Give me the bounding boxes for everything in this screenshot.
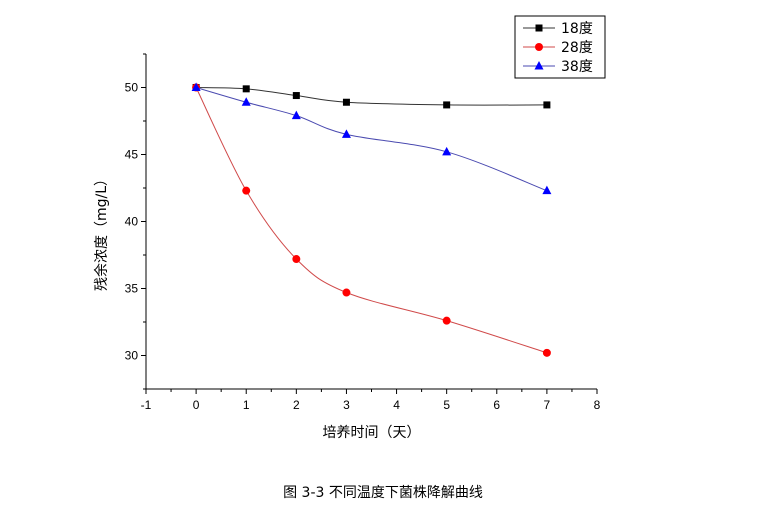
data-point-series-3 [191,82,201,91]
x-tick-label: -1 [141,398,152,412]
data-point-series-3 [442,146,452,156]
x-axis-title: 培养时间（天） [323,425,421,441]
legend-box [514,15,606,79]
data-point-series-3 [542,185,552,195]
data-point-series-1 [242,85,250,93]
data-point-series-3 [291,110,301,120]
legend-label-3: 38度 [561,59,593,75]
legend-marker-1 [535,24,543,32]
legend-label-2: 28度 [561,40,593,56]
data-point-series-3 [241,97,251,106]
x-tick-label: 5 [443,398,450,412]
data-point-series-2 [242,186,251,195]
y-tick-label: 35 [125,282,139,296]
y-tick-label: 45 [125,148,139,162]
y-tick-label: 40 [125,215,139,229]
y-axis-title: 残余浓度（mg/L） [93,172,110,291]
chart: -1 0 1 2 3 4 5 6 7 83035404550培养时间（天）残余浓度（mg/L）18… [93,15,606,441]
x-tick-label: 1 [243,398,250,412]
y-tick-label: 30 [125,349,139,363]
data-point-series-1 [292,92,300,100]
data-point-series-2 [342,288,351,297]
x-tick-label: 7 [544,398,551,412]
data-point-series-3 [341,129,351,138]
data-point-series-2 [442,316,451,325]
figure-caption: 图 3-3 不同温度下菌株降解曲线 [283,485,483,501]
data-point-series-2 [292,255,301,264]
x-tick-label: 8 [594,398,601,412]
legend-label-1: 18度 [561,21,593,37]
x-tick-label: 4 [393,398,400,412]
x-tick-label: 3 [343,398,350,412]
legend-marker-3 [534,61,544,70]
x-tick-label: 6 [493,398,500,412]
legend-marker-2 [535,43,543,51]
data-point-series-1 [543,101,551,109]
x-tick-label: 0 [193,398,200,412]
y-tick-label: 50 [125,81,139,95]
data-point-series-2 [542,348,551,357]
data-point-series-1 [443,101,451,109]
data-point-series-1 [342,98,350,106]
x-tick-label: 2 [293,398,300,412]
series-line-2 [195,87,548,354]
